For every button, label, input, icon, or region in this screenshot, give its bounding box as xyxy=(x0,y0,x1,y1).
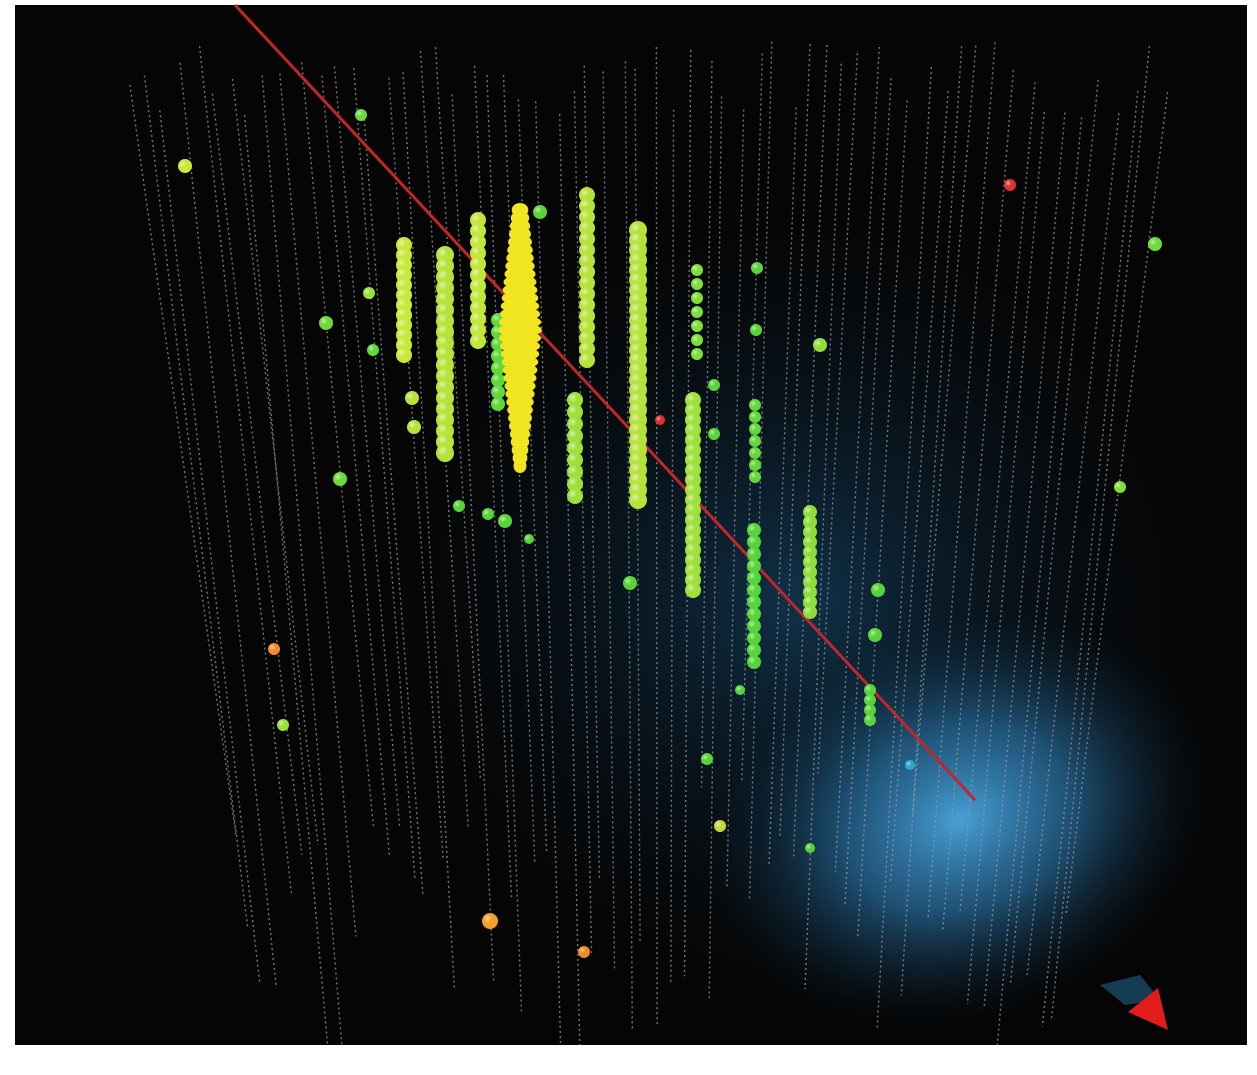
hit-shine xyxy=(751,262,763,274)
hit-shine xyxy=(805,843,815,853)
hit-shine xyxy=(453,500,465,512)
hit-shine xyxy=(691,334,703,346)
hit-shine xyxy=(747,535,761,549)
hit-shine xyxy=(749,411,761,423)
hit-shine xyxy=(749,423,761,435)
hit-shine xyxy=(1114,481,1126,493)
hit-shine xyxy=(533,205,547,219)
hit-shine xyxy=(178,159,192,173)
hit-shine xyxy=(747,655,761,669)
hit-shine xyxy=(436,444,454,462)
hit-shine xyxy=(803,605,817,619)
hit-shine xyxy=(749,435,761,447)
hit-shine xyxy=(691,306,703,318)
hit-shine xyxy=(524,534,534,544)
hit-shine xyxy=(268,643,280,655)
hit-shine xyxy=(747,559,761,573)
page: (() => { JSON.parse(document.getElementB… xyxy=(0,0,1257,1075)
hit-shine xyxy=(708,428,720,440)
hit-shine xyxy=(691,264,703,276)
hit-shine xyxy=(749,399,761,411)
hit-shine xyxy=(407,420,421,434)
hit-shine xyxy=(482,913,498,929)
hit-shine xyxy=(1148,237,1162,251)
hit-shine xyxy=(1004,179,1016,191)
hit-shine xyxy=(333,472,347,486)
hit-shine xyxy=(691,278,703,290)
hit-shine xyxy=(868,628,882,642)
hit-shine xyxy=(567,488,583,504)
hit-shine xyxy=(691,292,703,304)
hit-shine xyxy=(363,287,375,299)
hit-shine xyxy=(747,547,761,561)
hit-shine xyxy=(749,447,761,459)
hit-shine xyxy=(747,583,761,597)
hit-shine xyxy=(747,523,761,537)
hit-shine xyxy=(491,385,505,399)
hit-shine xyxy=(396,347,412,363)
hit-shine xyxy=(319,316,333,330)
hit-shine xyxy=(747,595,761,609)
hit-shine xyxy=(355,109,367,121)
hit-shine xyxy=(750,324,762,336)
hit-shine xyxy=(747,643,761,657)
hit xyxy=(514,459,527,473)
event-display xyxy=(0,0,1257,1075)
hit-shine xyxy=(747,607,761,621)
hit-shine xyxy=(629,491,647,509)
hit-shine xyxy=(905,760,915,770)
hit-shine xyxy=(491,373,505,387)
hit-shine xyxy=(498,514,512,528)
hit-shine xyxy=(277,719,289,731)
hit-shine xyxy=(655,415,665,425)
hit-shine xyxy=(708,379,720,391)
hit-shine xyxy=(747,619,761,633)
hit-shine xyxy=(691,320,703,332)
hit-shine xyxy=(864,714,876,726)
hit-shine xyxy=(470,333,486,349)
hit-shine xyxy=(405,391,419,405)
hit-shine xyxy=(685,582,701,598)
hit-shine xyxy=(714,820,726,832)
hit-shine xyxy=(701,753,713,765)
hit-shine xyxy=(623,576,637,590)
hit-shine xyxy=(482,508,494,520)
hit-shine xyxy=(367,344,379,356)
hit-shine xyxy=(749,459,761,471)
hit-shine xyxy=(747,631,761,645)
hit-shine xyxy=(871,583,885,597)
hit-shine xyxy=(749,471,761,483)
hit-shine xyxy=(579,352,595,368)
hit-shine xyxy=(735,685,745,695)
hit-shine xyxy=(747,571,761,585)
hit-shine xyxy=(813,338,827,352)
hit-shine xyxy=(691,348,703,360)
hit-shine xyxy=(491,397,505,411)
hit-shine xyxy=(578,946,590,958)
